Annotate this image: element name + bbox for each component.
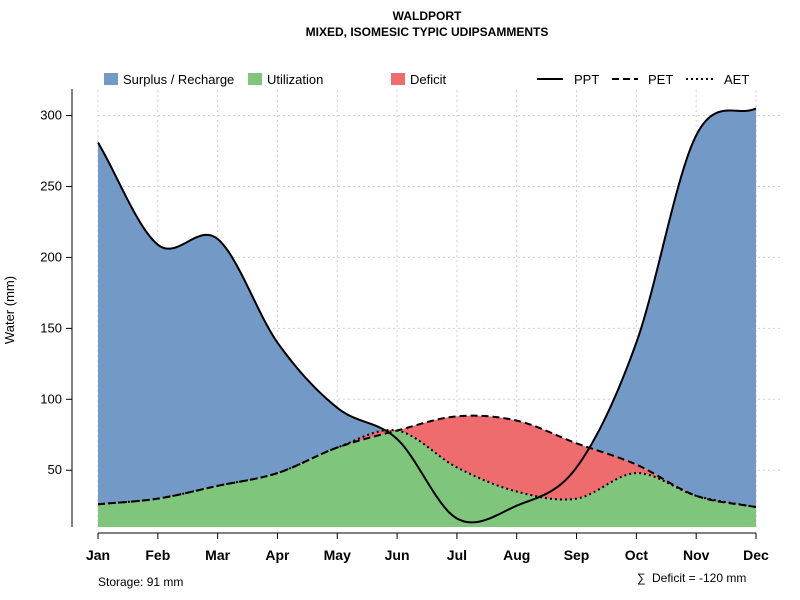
areas	[98, 108, 756, 527]
legend-swatch-utilization	[248, 73, 262, 85]
chart-subtitle: MIXED, ISOMESIC TYPIC UDIPSAMMENTS	[306, 25, 549, 39]
x-tick-label: Nov	[683, 547, 710, 563]
x-tick-label: Apr	[265, 547, 290, 563]
x-tick-label: Jun	[385, 547, 410, 563]
x-tick-label: Jan	[86, 547, 110, 563]
legend: Surplus / Recharge Utilization Deficit P…	[104, 72, 749, 87]
legend-label-aet: AET	[724, 72, 749, 87]
y-tick-label: 150	[40, 320, 62, 335]
legend-label-ppt: PPT	[574, 72, 599, 87]
storage-note: Storage: 91 mm	[98, 575, 183, 589]
deficit-note: Deficit = -120 mm	[652, 571, 746, 585]
series-line-aet	[97, 429, 757, 509]
y-tick-label: 250	[40, 178, 62, 193]
utilization-area	[98, 430, 756, 527]
legend-label-deficit: Deficit	[410, 72, 447, 87]
x-tick-label: Sep	[564, 547, 590, 563]
x-tick-label: Mar	[205, 547, 230, 563]
axes: 50 100 150 200 250 300 Jan Feb Mar Apr May Jun Jul Au…	[40, 89, 769, 563]
series-lines	[97, 107, 757, 524]
y-tick-label: 200	[40, 249, 62, 264]
deficit-area	[98, 415, 756, 508]
legend-label-utilization: Utilization	[267, 72, 323, 87]
x-tick-label: Oct	[625, 547, 649, 563]
y-axis-label: Water (mm)	[2, 276, 17, 344]
legend-label-surplus: Surplus / Recharge	[123, 72, 234, 87]
x-tick-label: Feb	[145, 547, 170, 563]
deficit-sum-symbol: ∑	[637, 571, 646, 585]
legend-swatch-deficit	[391, 73, 405, 85]
x-tick-label: May	[324, 547, 351, 563]
series-line-ppt	[97, 107, 757, 524]
legend-swatch-surplus	[104, 73, 118, 85]
chart-title: WALDPORT	[393, 9, 462, 23]
legend-label-pet: PET	[648, 72, 673, 87]
x-tick-label: Aug	[503, 547, 530, 563]
x-tick-label: Dec	[743, 547, 769, 563]
x-tick-label: Jul	[447, 547, 467, 563]
y-tick-label: 50	[48, 462, 62, 477]
y-tick-label: 100	[40, 391, 62, 406]
y-tick-label: 300	[40, 108, 62, 123]
surplus-area	[98, 108, 756, 508]
